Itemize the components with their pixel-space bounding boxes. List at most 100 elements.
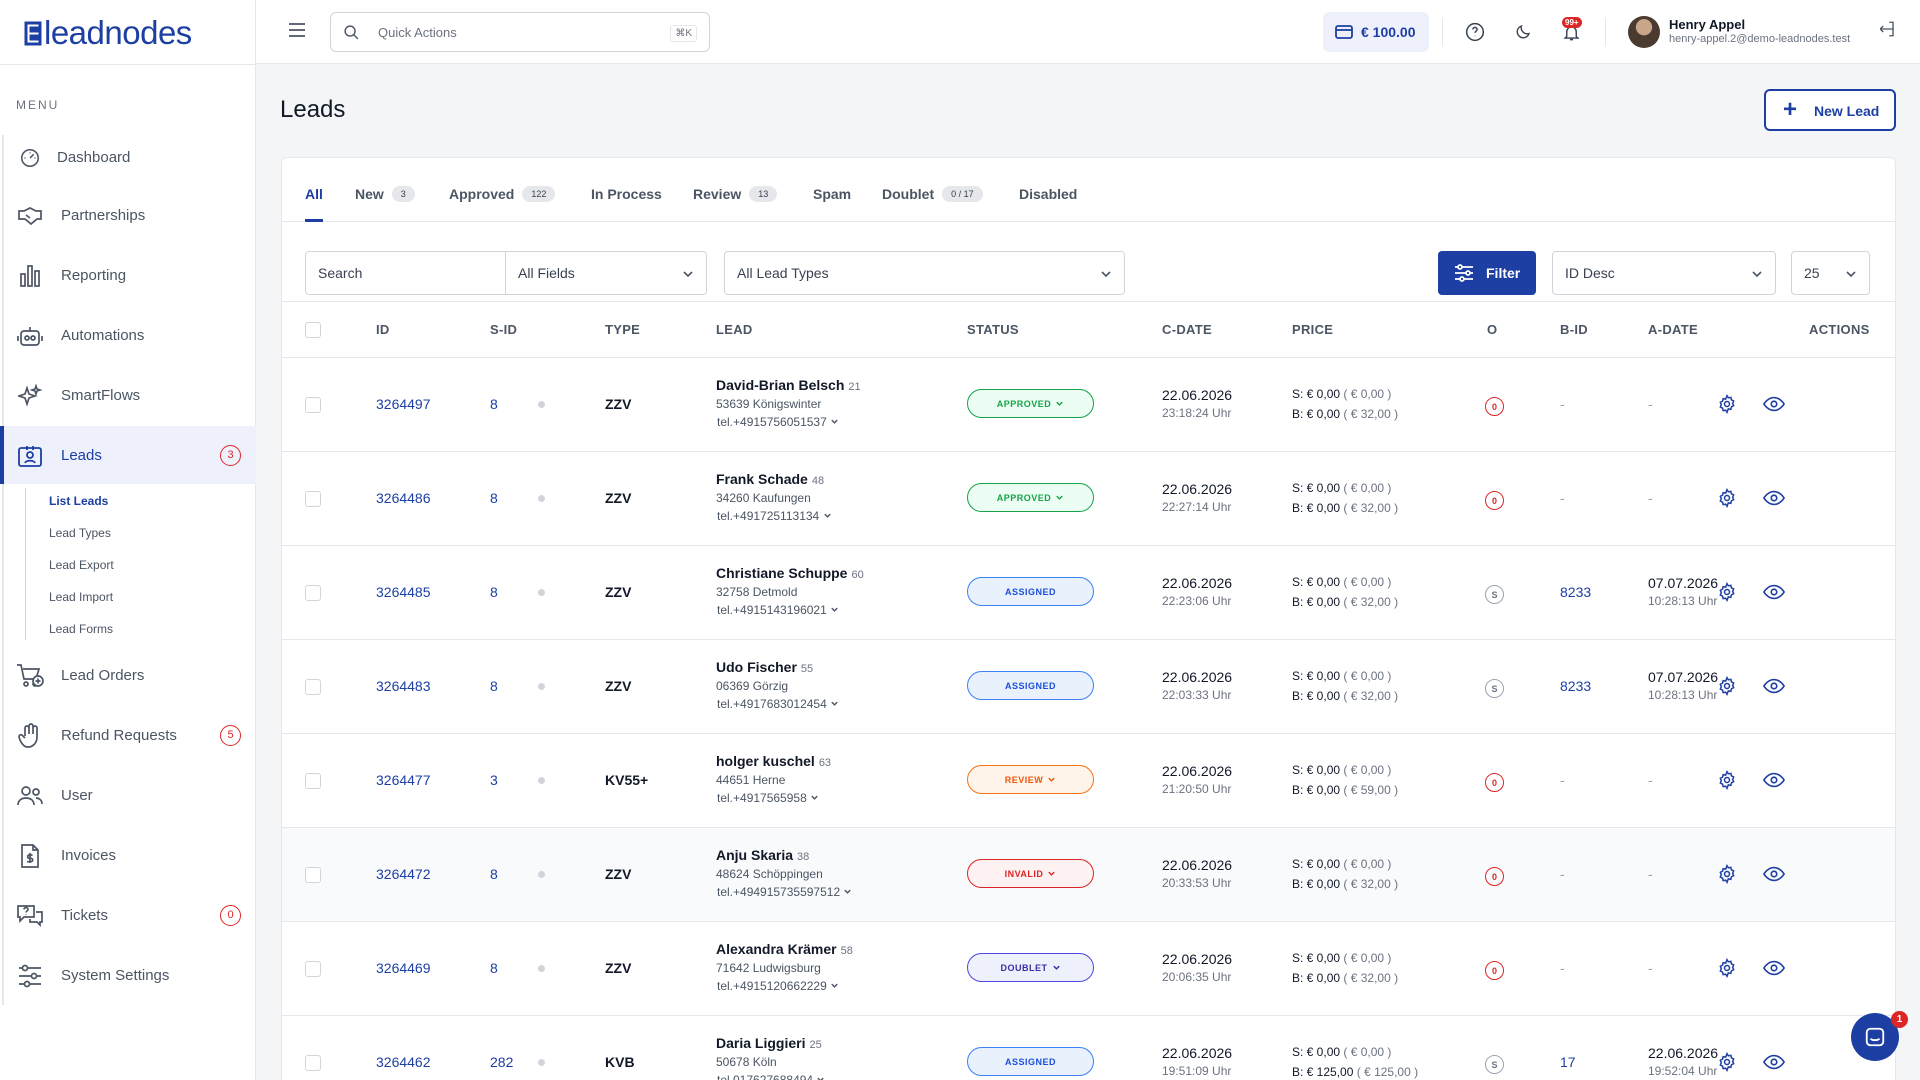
sidebar-item-automations[interactable]: Automations (0, 306, 256, 364)
row-checkbox[interactable] (305, 867, 321, 883)
source-id-link[interactable]: 8 (490, 866, 498, 882)
brand-logo[interactable]: leadnodes (22, 14, 192, 52)
tab-doublet[interactable]: Doublet 0 / 17 (882, 186, 983, 202)
help-icon[interactable] (1463, 20, 1487, 44)
select-all-checkbox[interactable] (305, 322, 321, 338)
col-status[interactable]: STATUS (967, 322, 1019, 337)
source-id-link[interactable]: 282 (490, 1054, 514, 1070)
fields-select[interactable]: All Fields (505, 251, 707, 295)
col-o[interactable]: O (1487, 322, 1498, 337)
col-price[interactable]: PRICE (1292, 322, 1334, 337)
lead-phone[interactable]: tel.+4915756051537 (716, 415, 839, 429)
tab-spam[interactable]: Spam (813, 186, 851, 202)
col-adate[interactable]: A-DATE (1648, 322, 1698, 337)
new-lead-button[interactable]: + New Lead (1764, 89, 1896, 131)
logout-icon[interactable] (1878, 20, 1896, 41)
status-badge[interactable]: APPROVED (967, 483, 1094, 512)
lead-id-link[interactable]: 3264497 (376, 396, 431, 412)
sidebar-item-user[interactable]: User (0, 766, 256, 824)
lead-id-link[interactable]: 3264486 (376, 490, 431, 506)
row-checkbox[interactable] (305, 679, 321, 695)
eye-icon[interactable] (1762, 1052, 1786, 1075)
status-badge[interactable]: REVIEW (967, 765, 1094, 794)
source-id-link[interactable]: 8 (490, 490, 498, 506)
source-id-link[interactable]: 8 (490, 960, 498, 976)
lead-phone[interactable]: tel.+4917565958 (716, 791, 819, 805)
sidebar-item-refund-requests[interactable]: Refund Requests 5 (0, 706, 256, 764)
source-id-link[interactable]: 3 (490, 772, 498, 788)
sidebar-item-dashboard[interactable]: Dashboard (0, 128, 256, 186)
source-id-link[interactable]: 8 (490, 584, 498, 600)
col-sid[interactable]: S-ID (490, 322, 518, 337)
lead-phone[interactable]: tel.+4915143196021 (716, 603, 839, 617)
tab-new[interactable]: New 3 (355, 186, 415, 202)
row-checkbox[interactable] (305, 397, 321, 413)
avatar[interactable] (1628, 16, 1660, 48)
sidebar-item-invoices[interactable]: Invoices (0, 826, 256, 884)
eye-icon[interactable] (1762, 676, 1786, 699)
gear-icon[interactable] (1717, 581, 1737, 605)
status-badge[interactable]: INVALID (967, 859, 1094, 888)
status-badge[interactable]: APPROVED (967, 389, 1094, 418)
row-checkbox[interactable] (305, 773, 321, 789)
subitem-lead-types[interactable]: Lead Types (49, 526, 111, 540)
gear-icon[interactable] (1717, 863, 1737, 887)
sidebar-item-smartflows[interactable]: SmartFlows (0, 366, 256, 424)
col-id[interactable]: ID (376, 322, 390, 337)
lead-types-select[interactable]: All Lead Types (724, 251, 1125, 295)
subitem-list-leads[interactable]: List Leads (49, 494, 109, 508)
tab-approved[interactable]: Approved 122 (449, 186, 556, 202)
status-badge[interactable]: DOUBLET (967, 953, 1094, 982)
balance-button[interactable]: € 100.00 (1323, 12, 1429, 52)
sort-select[interactable]: ID Desc (1552, 251, 1776, 295)
lead-phone[interactable]: tel.+494915735597512 (716, 885, 852, 899)
col-bid[interactable]: B-ID (1560, 322, 1588, 337)
col-lead[interactable]: LEAD (716, 322, 753, 337)
quick-actions-input[interactable]: Quick Actions ⌘K (330, 12, 710, 52)
eye-icon[interactable] (1762, 958, 1786, 981)
eye-icon[interactable] (1762, 770, 1786, 793)
row-checkbox[interactable] (305, 585, 321, 601)
lead-id-link[interactable]: 3264483 (376, 678, 431, 694)
tab-all[interactable]: All (305, 186, 323, 202)
buyer-id-link[interactable]: 8233 (1560, 678, 1592, 694)
lead-id-link[interactable]: 3264472 (376, 866, 431, 882)
tab-in-process[interactable]: In Process (591, 186, 662, 202)
gear-icon[interactable] (1717, 675, 1737, 699)
sidebar-item-system-settings[interactable]: System Settings (0, 946, 256, 1004)
source-id-link[interactable]: 8 (490, 396, 498, 412)
lead-phone[interactable]: tel.017627688494 (716, 1073, 825, 1080)
per-page-select[interactable]: 25 (1791, 251, 1870, 295)
sidebar-item-tickets[interactable]: Tickets 0 (0, 886, 256, 944)
row-checkbox[interactable] (305, 491, 321, 507)
dark-mode-icon[interactable] (1511, 20, 1535, 44)
lead-phone[interactable]: tel.+4917683012454 (716, 697, 839, 711)
sidebar-item-lead-orders[interactable]: Lead Orders (0, 646, 256, 704)
sidebar-item-leads[interactable]: Leads 3 (0, 426, 256, 484)
lead-id-link[interactable]: 3264477 (376, 772, 431, 788)
subitem-lead-import[interactable]: Lead Import (49, 590, 114, 604)
buyer-id-link[interactable]: 17 (1560, 1054, 1576, 1070)
gear-icon[interactable] (1717, 957, 1737, 981)
tab-review[interactable]: Review 13 (693, 186, 778, 202)
lead-id-link[interactable]: 3264485 (376, 584, 431, 600)
row-checkbox[interactable] (305, 961, 321, 977)
eye-icon[interactable] (1762, 488, 1786, 511)
subitem-lead-export[interactable]: Lead Export (49, 558, 114, 572)
row-checkbox[interactable] (305, 1055, 321, 1071)
eye-icon[interactable] (1762, 864, 1786, 887)
col-type[interactable]: TYPE (605, 322, 641, 337)
lead-id-link[interactable]: 3264462 (376, 1054, 431, 1070)
eye-icon[interactable] (1762, 394, 1786, 417)
subitem-lead-forms[interactable]: Lead Forms (49, 622, 114, 636)
lead-phone[interactable]: tel.+4915120662229 (716, 979, 839, 993)
filter-button[interactable]: Filter (1438, 251, 1536, 295)
sidebar-item-partnerships[interactable]: Partnerships (0, 186, 256, 244)
gear-icon[interactable] (1717, 487, 1737, 511)
gear-icon[interactable] (1717, 769, 1737, 793)
eye-icon[interactable] (1762, 582, 1786, 605)
search-input[interactable]: Search (305, 251, 506, 295)
gear-icon[interactable] (1717, 1051, 1737, 1075)
tab-disabled[interactable]: Disabled (1019, 186, 1077, 202)
lead-phone[interactable]: tel.+491725113134 (716, 509, 832, 523)
